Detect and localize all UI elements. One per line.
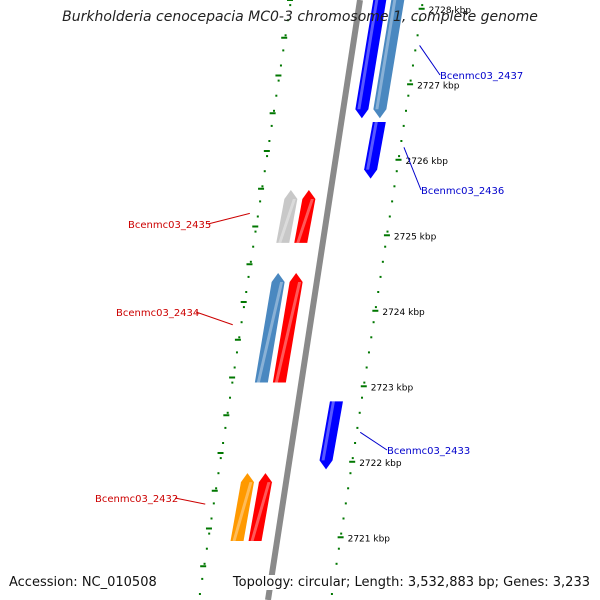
gene-arrow-highlight: [274, 282, 302, 383]
backbone: [265, 0, 363, 600]
gene-arrow-highlight: [278, 198, 296, 243]
gene-arrow[interactable]: [248, 473, 272, 542]
tick-label: 2728 kbp: [429, 6, 472, 16]
gene-arrow[interactable]: [230, 473, 254, 542]
accession-text: Accession: NC_010508: [9, 575, 157, 590]
tick-label: 2725 kbp: [394, 232, 437, 242]
gene-arrow[interactable]: [373, 0, 407, 119]
label-leader-line: [207, 212, 250, 225]
gene-label[interactable]: Bcenmc03_2433: [387, 446, 470, 457]
label-leader-line: [195, 311, 233, 326]
tick-label: 2722 kbp: [359, 459, 402, 469]
tick-label: 2723 kbp: [371, 383, 414, 393]
gene-arrow-highlight: [321, 401, 335, 461]
gene-labels: Bcenmc03_2437 Bcenmc03_2436 Bcenmc03_2435 B…: [95, 45, 523, 505]
tick-label: 2727 kbp: [417, 81, 460, 91]
gene-label[interactable]: Bcenmc03_2436: [421, 186, 504, 197]
gene-arrow[interactable]: [364, 122, 386, 179]
tick-label: 2726 kbp: [406, 157, 449, 167]
gene-arrow-highlight: [357, 0, 379, 110]
gene-arrow-highlight: [232, 482, 253, 542]
gene-label[interactable]: Bcenmc03_2434: [116, 308, 199, 319]
tick-label: 2721 kbp: [348, 534, 391, 544]
gene-arrow[interactable]: [272, 273, 303, 383]
map-title: Burkholderia cenocepacia MC0-3 chromosom…: [62, 9, 538, 25]
gene-arrow-highlight: [256, 282, 284, 383]
gene-label[interactable]: Bcenmc03_2437: [440, 71, 523, 82]
gene-arrow-highlight: [296, 198, 314, 243]
label-leader-line: [174, 497, 206, 505]
label-leader-line: [403, 147, 422, 191]
gene-arrow-highlight: [375, 0, 397, 110]
label-leader-line: [419, 45, 441, 76]
gene-arrow[interactable]: [355, 0, 389, 119]
gene-arrow[interactable]: [294, 189, 316, 243]
gene-label[interactable]: Bcenmc03_2435: [128, 220, 211, 231]
backbone-line: [265, 0, 363, 600]
gene-arrow[interactable]: [319, 401, 343, 470]
tick-label: 2724 kbp: [382, 308, 425, 318]
label-leader-line: [359, 431, 388, 451]
gene-arrow-highlight: [366, 122, 378, 170]
gene-arrow-highlight: [250, 482, 271, 542]
tick-marks: 2728 kbp 2727 kbp 2726 kbp 2725 kbp 2724 kbp…: [198, 0, 472, 595]
genes: [230, 0, 407, 542]
topology-text: Topology: circular; Length: 3,532,883 bp…: [230, 575, 590, 590]
gene-arrow[interactable]: [276, 189, 298, 243]
gene-label[interactable]: Bcenmc03_2432: [95, 494, 178, 505]
gene-arrow[interactable]: [254, 273, 285, 383]
